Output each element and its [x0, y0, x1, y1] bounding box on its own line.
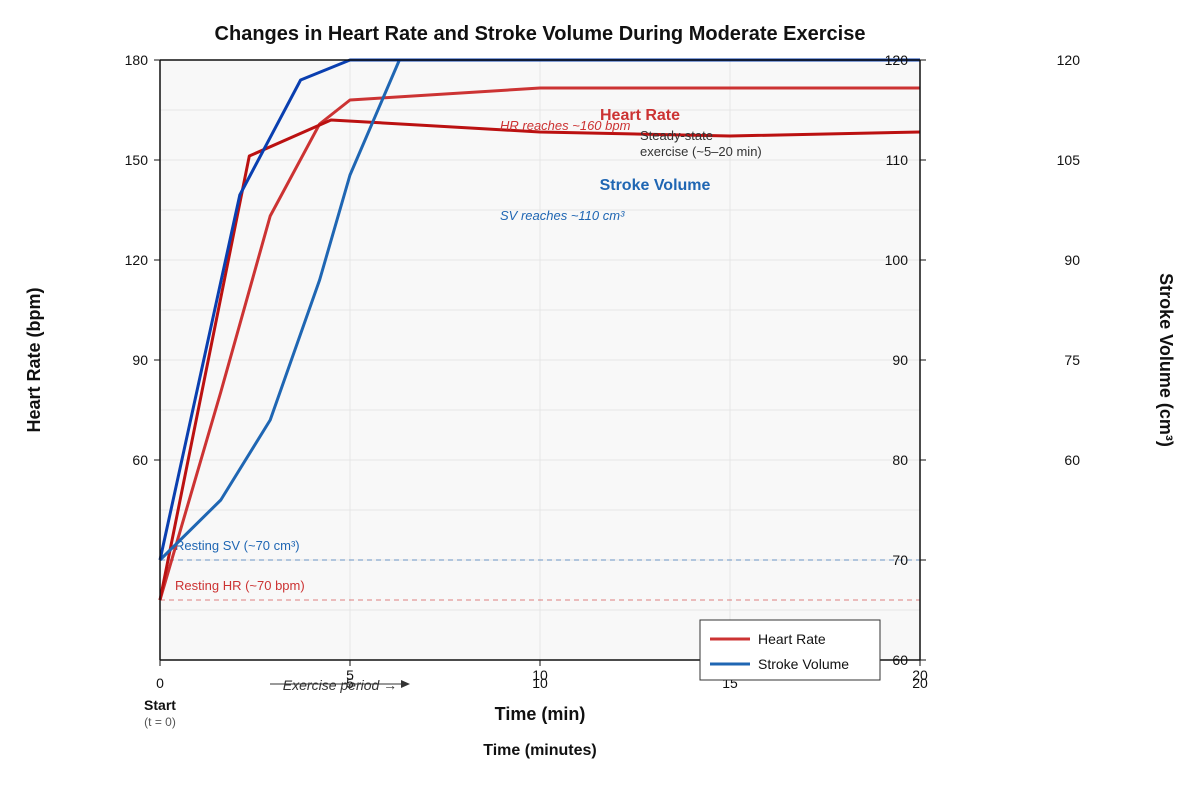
reference-lines: Resting SV (~70 cm³) Resting HR (~70 bpm) — [160, 538, 920, 601]
y-right-inner-tick-label: 100 — [885, 252, 909, 268]
y-right-inner-tick-label: 60 — [892, 652, 908, 668]
y-right-outer-tick-label: 75 — [1064, 352, 1080, 368]
legend-box — [699, 619, 881, 681]
steady-state-annotation-line1: Steady-state — [640, 128, 713, 143]
hr-reaches-annotation: HR reaches ~160 bpm — [500, 118, 631, 133]
x-tick-label-inner: 10 — [532, 667, 548, 683]
heart-rate-line — [158, 118, 921, 601]
reference-line-label: Resting HR (~70 bpm) — [175, 578, 305, 593]
x-tick-label-inner: 20 — [912, 667, 928, 683]
reference-line-label: Resting SV (~70 cm³) — [175, 538, 300, 553]
y-right-inner-tick-label: 80 — [892, 452, 908, 468]
x-tick-label: 10 — [532, 675, 548, 691]
start-label: Start — [144, 697, 176, 713]
sv-reaches-annotation: SV reaches ~110 cm³ — [500, 208, 625, 223]
y-right-outer-tick-label: 90 — [1064, 252, 1080, 268]
y-axis-right-title: Stroke Volume (cm³) — [1156, 273, 1176, 447]
y-left-tick-label: 180 — [125, 52, 149, 68]
start-sublabel: (t = 0) — [144, 715, 176, 729]
y-right-outer-tick-label: 105 — [1057, 152, 1081, 168]
x-axis-title-secondary: Time (minutes) — [483, 742, 597, 759]
chart-title: Changes in Heart Rate and Stroke Volume … — [215, 23, 866, 45]
y-left-tick-label: 90 — [132, 352, 148, 368]
steady-state-annotation-line2: exercise (~5–20 min) — [640, 144, 762, 159]
y-right-inner-tick-label: 110 — [886, 152, 909, 168]
legend-label-stroke-volume: Stroke Volume — [758, 656, 849, 672]
y-axis-left-title: Heart Rate (bpm) — [24, 287, 44, 432]
x-tick-label: 20 — [912, 675, 928, 691]
hr-series-label: Heart Rate — [600, 107, 680, 124]
y-right-outer-tick-label: 120 — [1057, 52, 1081, 68]
exercise-period-label: Exercise period → — [283, 677, 397, 693]
y-right-inner-tick-label: 120 — [885, 52, 909, 68]
x-tick-label-inner: 5 — [346, 667, 354, 683]
y-right-outer-tick-label: 60 — [1064, 452, 1080, 468]
legend: Heart Rate Stroke Volume — [699, 619, 881, 681]
y-left-tick-label: 120 — [125, 252, 149, 268]
x-tick-label: 5 — [346, 675, 354, 691]
x-axis-title: Time (min) — [495, 704, 586, 724]
heart-rate-line — [158, 86, 920, 601]
sv-series-label: Stroke Volume — [600, 177, 711, 194]
x-tick-label: 0 — [156, 675, 164, 691]
y-right-inner-tick-label: 70 — [892, 552, 908, 568]
exercise-period-arrowhead — [401, 680, 410, 688]
grid — [159, 59, 921, 661]
y-left-tick-label: 150 — [125, 152, 149, 168]
legend-label-heart-rate: Heart Rate — [758, 631, 826, 647]
y-left-tick-label: 60 — [132, 452, 148, 468]
y-right-inner-tick-label: 90 — [892, 352, 908, 368]
